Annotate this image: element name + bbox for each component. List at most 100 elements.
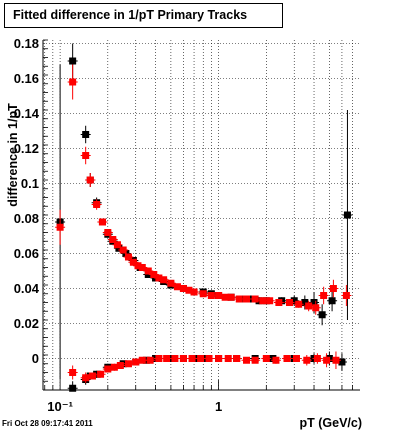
marker bbox=[69, 78, 77, 86]
marker bbox=[259, 297, 267, 305]
marker bbox=[179, 285, 187, 292]
data-point bbox=[80, 125, 91, 144]
data-point bbox=[189, 288, 200, 296]
marker bbox=[93, 201, 101, 208]
marker bbox=[310, 299, 318, 306]
marker bbox=[146, 356, 154, 364]
data-point bbox=[327, 290, 338, 312]
marker bbox=[205, 355, 213, 362]
y-tick-label: 0.12 bbox=[14, 141, 39, 156]
marker bbox=[266, 297, 274, 305]
marker bbox=[98, 218, 106, 226]
data-point bbox=[169, 355, 180, 362]
y-tick-label: 0.14 bbox=[14, 106, 40, 121]
data-point bbox=[102, 229, 113, 236]
data-point bbox=[273, 299, 284, 306]
marker bbox=[343, 211, 351, 219]
axes bbox=[42, 40, 360, 391]
marker bbox=[320, 292, 328, 299]
marker bbox=[251, 295, 259, 303]
data-point bbox=[145, 356, 156, 364]
marker bbox=[134, 262, 142, 270]
marker bbox=[124, 253, 132, 261]
data-point bbox=[97, 218, 108, 226]
data-point bbox=[95, 370, 106, 378]
y-tick-label: 0.08 bbox=[14, 211, 39, 226]
marker bbox=[318, 311, 326, 319]
data-point bbox=[342, 110, 353, 320]
grid-lines bbox=[43, 40, 360, 390]
marker bbox=[104, 365, 112, 373]
marker bbox=[312, 304, 320, 312]
data-point bbox=[67, 64, 78, 100]
marker bbox=[113, 241, 121, 249]
data-point bbox=[341, 285, 352, 306]
data-point bbox=[118, 246, 129, 254]
y-tick-label: 0.04 bbox=[14, 281, 40, 296]
y-tick-label: 0.18 bbox=[14, 36, 39, 51]
data-point bbox=[204, 355, 215, 362]
marker bbox=[338, 358, 346, 366]
data-point bbox=[223, 355, 234, 362]
data-point bbox=[112, 241, 123, 249]
marker bbox=[221, 293, 229, 301]
marker bbox=[160, 276, 168, 284]
timestamp-footer: Fri Oct 28 09:17:41 2011 bbox=[2, 419, 93, 428]
marker bbox=[138, 356, 146, 364]
y-tick-label: 0.16 bbox=[14, 71, 39, 86]
y-tick-label: 0.1 bbox=[21, 176, 39, 191]
marker bbox=[243, 356, 251, 364]
data-point bbox=[85, 173, 96, 187]
data-point bbox=[310, 300, 321, 315]
marker bbox=[150, 271, 158, 278]
marker bbox=[275, 299, 283, 306]
marker bbox=[190, 288, 198, 296]
data-point bbox=[213, 355, 224, 362]
marker bbox=[69, 384, 77, 392]
data-point bbox=[178, 355, 189, 362]
marker bbox=[215, 292, 223, 299]
data-point bbox=[318, 286, 329, 305]
data-point bbox=[312, 353, 323, 364]
marker bbox=[171, 355, 179, 362]
marker bbox=[109, 236, 117, 243]
data-point bbox=[187, 355, 198, 362]
marker bbox=[88, 372, 96, 380]
data-point bbox=[231, 355, 242, 362]
marker bbox=[69, 369, 77, 376]
marker bbox=[305, 302, 313, 310]
y-tick-label: 0 bbox=[32, 351, 39, 366]
tick-labels: 0 0.02 0.04 0.06 0.08 0.1 0.12 0.14 0.16 0.18 10⁻¹… bbox=[14, 36, 223, 414]
marker bbox=[243, 295, 251, 303]
marker bbox=[235, 295, 243, 303]
marker bbox=[215, 355, 223, 362]
data-point bbox=[195, 355, 206, 362]
data-point bbox=[198, 290, 209, 298]
data-point bbox=[91, 199, 102, 210]
y-tick-label: 0.02 bbox=[14, 316, 39, 331]
data-point bbox=[250, 356, 261, 364]
marker bbox=[82, 131, 90, 138]
marker bbox=[329, 285, 337, 292]
marker bbox=[233, 355, 241, 362]
marker bbox=[332, 356, 340, 364]
marker bbox=[285, 299, 293, 306]
marker bbox=[292, 355, 300, 362]
data-point bbox=[284, 299, 295, 306]
marker bbox=[323, 356, 331, 364]
marker bbox=[167, 279, 175, 287]
marker bbox=[295, 300, 303, 308]
data-point bbox=[330, 351, 341, 369]
marker bbox=[144, 267, 152, 275]
marker bbox=[163, 355, 171, 362]
marker bbox=[224, 355, 232, 362]
y-tick-label: 0.06 bbox=[14, 246, 39, 261]
marker bbox=[251, 356, 259, 364]
marker bbox=[97, 370, 105, 378]
marker bbox=[82, 374, 90, 382]
marker bbox=[283, 355, 291, 362]
x-tick-label: 10⁻¹ bbox=[47, 399, 73, 414]
marker bbox=[303, 356, 311, 364]
marker bbox=[119, 246, 127, 254]
